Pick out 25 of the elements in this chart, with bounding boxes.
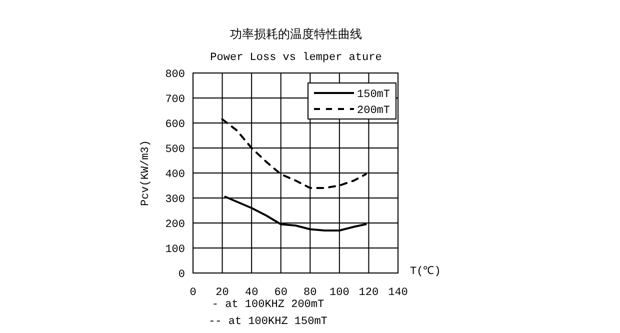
y-tick: 800 xyxy=(165,69,185,81)
legend-label: 200mT xyxy=(357,105,390,117)
y-tick: 100 xyxy=(165,244,185,256)
x-tick: 120 xyxy=(358,287,379,299)
y-tick: 0 xyxy=(178,269,185,281)
y-tick: 600 xyxy=(165,119,185,131)
y-tick: 700 xyxy=(165,94,185,106)
x-tick: 140 xyxy=(388,287,408,299)
annotation: -- at 100KHZ 150mT xyxy=(208,316,328,328)
xlabel: T(℃) xyxy=(410,266,441,278)
y-tick: 500 xyxy=(165,144,185,156)
x-tick: 60 xyxy=(274,287,288,299)
title: 功率损耗的温度特性曲线 xyxy=(230,27,362,41)
annotation: - at 100KHZ 200mT xyxy=(212,299,324,311)
legend-label: 150mT xyxy=(357,89,390,101)
ylabel: Pcv(KW/m3) xyxy=(140,140,152,206)
x-tick: 0 xyxy=(190,287,196,299)
x-tick: 80 xyxy=(304,287,317,299)
y-tick: 300 xyxy=(165,194,185,206)
y-tick: 400 xyxy=(165,169,185,181)
y-tick: 200 xyxy=(165,219,185,231)
x-tick: 20 xyxy=(216,287,229,299)
x-tick: 100 xyxy=(330,287,350,299)
x-tick: 40 xyxy=(244,287,258,299)
subtitle: Power Loss vs lemper ature xyxy=(210,52,382,64)
